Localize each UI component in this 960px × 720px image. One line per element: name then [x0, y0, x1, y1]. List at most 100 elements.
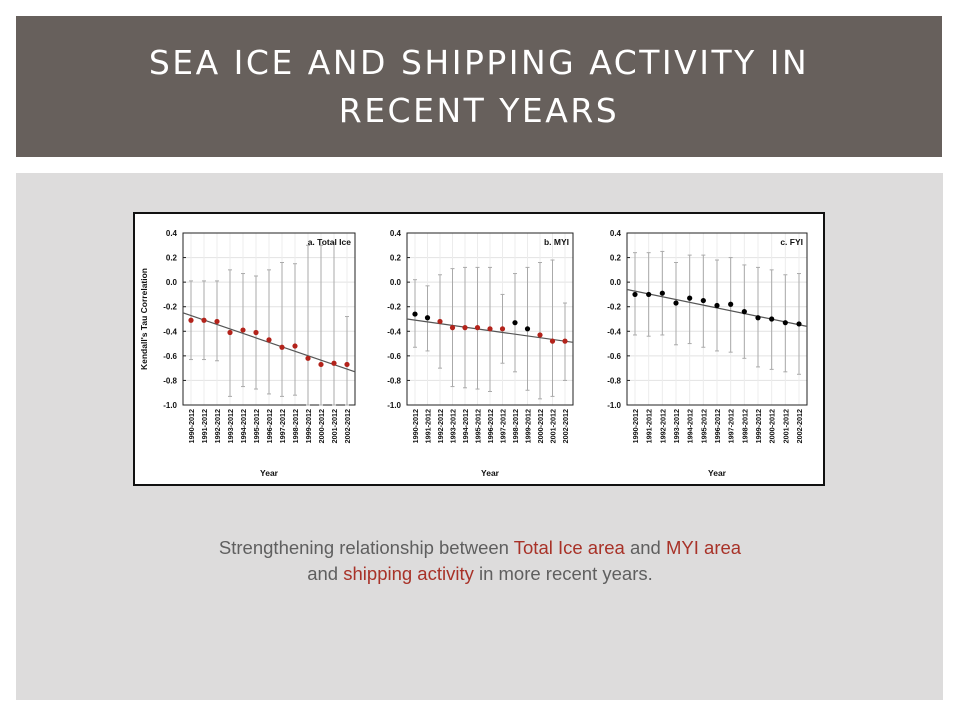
- data-point: [462, 325, 468, 331]
- x-tick-label: 1995-2012: [474, 409, 483, 443]
- data-point: [769, 316, 775, 322]
- x-tick-label: 1997-2012: [278, 409, 287, 443]
- chart-panel-2: 0.4 0.2 0.0 -0.2 -0.4 -0.6 -0.8 -1.0 b. MYI 1990-…: [387, 229, 574, 478]
- x-tick-label: 1993-2012: [672, 409, 681, 443]
- data-point: [305, 355, 311, 361]
- data-point: [755, 315, 761, 321]
- plot-frame: [626, 232, 808, 406]
- panel-title: b. MYI: [544, 237, 569, 247]
- x-tick-label: 1997-2012: [499, 409, 508, 443]
- y-tick-label: -1.0: [387, 401, 401, 410]
- x-axis-label: Year: [481, 468, 500, 478]
- data-point: [487, 326, 493, 332]
- y-tick-label: -0.6: [387, 352, 401, 361]
- y-tick-label: -0.8: [387, 376, 401, 385]
- data-point: [646, 291, 652, 298]
- y-tick-label: 0.4: [610, 229, 622, 238]
- data-point: [253, 329, 259, 336]
- data-point: [659, 290, 665, 296]
- x-tick-label: 1996-2012: [265, 409, 274, 443]
- data-point: [331, 360, 337, 366]
- x-tick-label: 1992-2012: [658, 409, 667, 443]
- title-band: SEA ICE AND SHIPPING ACTIVITY IN RECENT …: [16, 16, 942, 157]
- x-tick-label: 1994-2012: [239, 409, 248, 443]
- x-tick-label: 1990-2012: [411, 409, 420, 443]
- y-tick-label: -0.6: [607, 352, 621, 361]
- y-tick-label: 0.0: [166, 278, 178, 287]
- x-tick-label: 1991-2012: [200, 409, 209, 443]
- y-tick-label: -0.8: [163, 376, 177, 385]
- y-tick-label: 0.2: [390, 254, 402, 263]
- data-point: [549, 338, 556, 344]
- data-point: [499, 326, 506, 332]
- chart-panel-1: 0.4 0.2 0.0 -0.2 -0.4 -0.6 -0.8 -1.0 a. Total Ic…: [139, 229, 356, 478]
- caption-highlight-shipping: shipping activity: [343, 563, 474, 584]
- data-point: [728, 301, 734, 307]
- x-tick-label: 1997-2012: [727, 409, 736, 443]
- data-point: [524, 326, 531, 332]
- y-tick-label: 0.0: [610, 278, 622, 287]
- caption-highlight-total-ice: Total Ice area: [513, 537, 625, 558]
- x-tick-label: 1992-2012: [213, 409, 222, 443]
- data-point: [412, 311, 418, 317]
- x-tick-label: 1995-2012: [699, 409, 708, 443]
- data-point: [782, 320, 788, 326]
- x-tick-label: 1990-2012: [631, 409, 640, 443]
- figure-panel: 0.4 0.2 0.0 -0.2 -0.4 -0.6 -0.8 -1.0 a. Total Ic…: [133, 212, 825, 486]
- y-tick-label: -1.0: [607, 401, 621, 410]
- caption-part-2: and: [624, 537, 666, 558]
- x-tick-label: 2002-2012: [561, 409, 570, 443]
- caption-part-1: Strengthening relationship between: [218, 537, 514, 558]
- y-tick-label: -0.6: [163, 352, 177, 361]
- x-tick-label: 1996-2012: [713, 409, 722, 443]
- caption-part-4: in more recent years.: [473, 563, 653, 584]
- y-tick-label: -0.2: [387, 303, 401, 312]
- data-point: [474, 325, 481, 331]
- x-tick-label: 1998-2012: [740, 409, 749, 443]
- x-tick-label: 1994-2012: [686, 409, 695, 443]
- data-point: [214, 318, 220, 325]
- data-point: [424, 315, 431, 321]
- x-tick-label: 2000-2012: [317, 409, 326, 443]
- x-tick-label: 2000-2012: [768, 409, 777, 443]
- data-point: [741, 309, 747, 315]
- data-point: [188, 317, 194, 323]
- data-point: [437, 318, 443, 325]
- data-point: [796, 321, 802, 327]
- x-tick-label: 2001-2012: [330, 409, 339, 443]
- x-tick-label: 2002-2012: [343, 409, 352, 443]
- y-tick-label: 0.2: [166, 254, 178, 263]
- y-tick-label: -1.0: [163, 401, 177, 410]
- data-point: [700, 297, 706, 304]
- x-tick-label: 1993-2012: [226, 409, 235, 443]
- x-tick-label: 1990-2012: [187, 409, 196, 443]
- y-tick-label: -0.8: [607, 376, 621, 385]
- data-point: [344, 361, 350, 368]
- y-tick-label: 0.0: [390, 278, 402, 287]
- y-tick-label: 0.2: [610, 254, 622, 263]
- data-point: [318, 361, 324, 368]
- x-tick-label: 1998-2012: [511, 409, 520, 443]
- y-tick-label: -0.4: [387, 327, 401, 336]
- data-point: [537, 332, 543, 338]
- x-axis-label: Year: [708, 468, 727, 478]
- x-tick-label: 1993-2012: [449, 409, 458, 443]
- data-point: [632, 291, 638, 298]
- y-tick-label: -0.2: [607, 303, 621, 312]
- data-point: [279, 344, 285, 350]
- y-tick-label: -0.2: [163, 303, 177, 312]
- chart-panel-3: 0.4 0.2 0.0 -0.2 -0.4 -0.6 -0.8 -1.0 c. FYI 1990-…: [607, 229, 808, 478]
- data-point: [687, 295, 693, 301]
- x-tick-label: 1991-2012: [645, 409, 654, 443]
- y-tick-label: -0.4: [163, 327, 177, 336]
- caption-part-3: and: [307, 563, 344, 584]
- x-tick-label: 2000-2012: [536, 409, 545, 443]
- y-axis-label: Kendall's Tau Correlation: [139, 268, 149, 370]
- caption-highlight-myi: MYI area: [666, 537, 742, 558]
- data-point: [449, 325, 456, 331]
- data-point: [673, 300, 679, 306]
- data-point: [266, 337, 272, 343]
- data-point: [562, 338, 568, 344]
- plot-frame: [182, 232, 356, 406]
- y-tick-label: 0.4: [390, 229, 402, 238]
